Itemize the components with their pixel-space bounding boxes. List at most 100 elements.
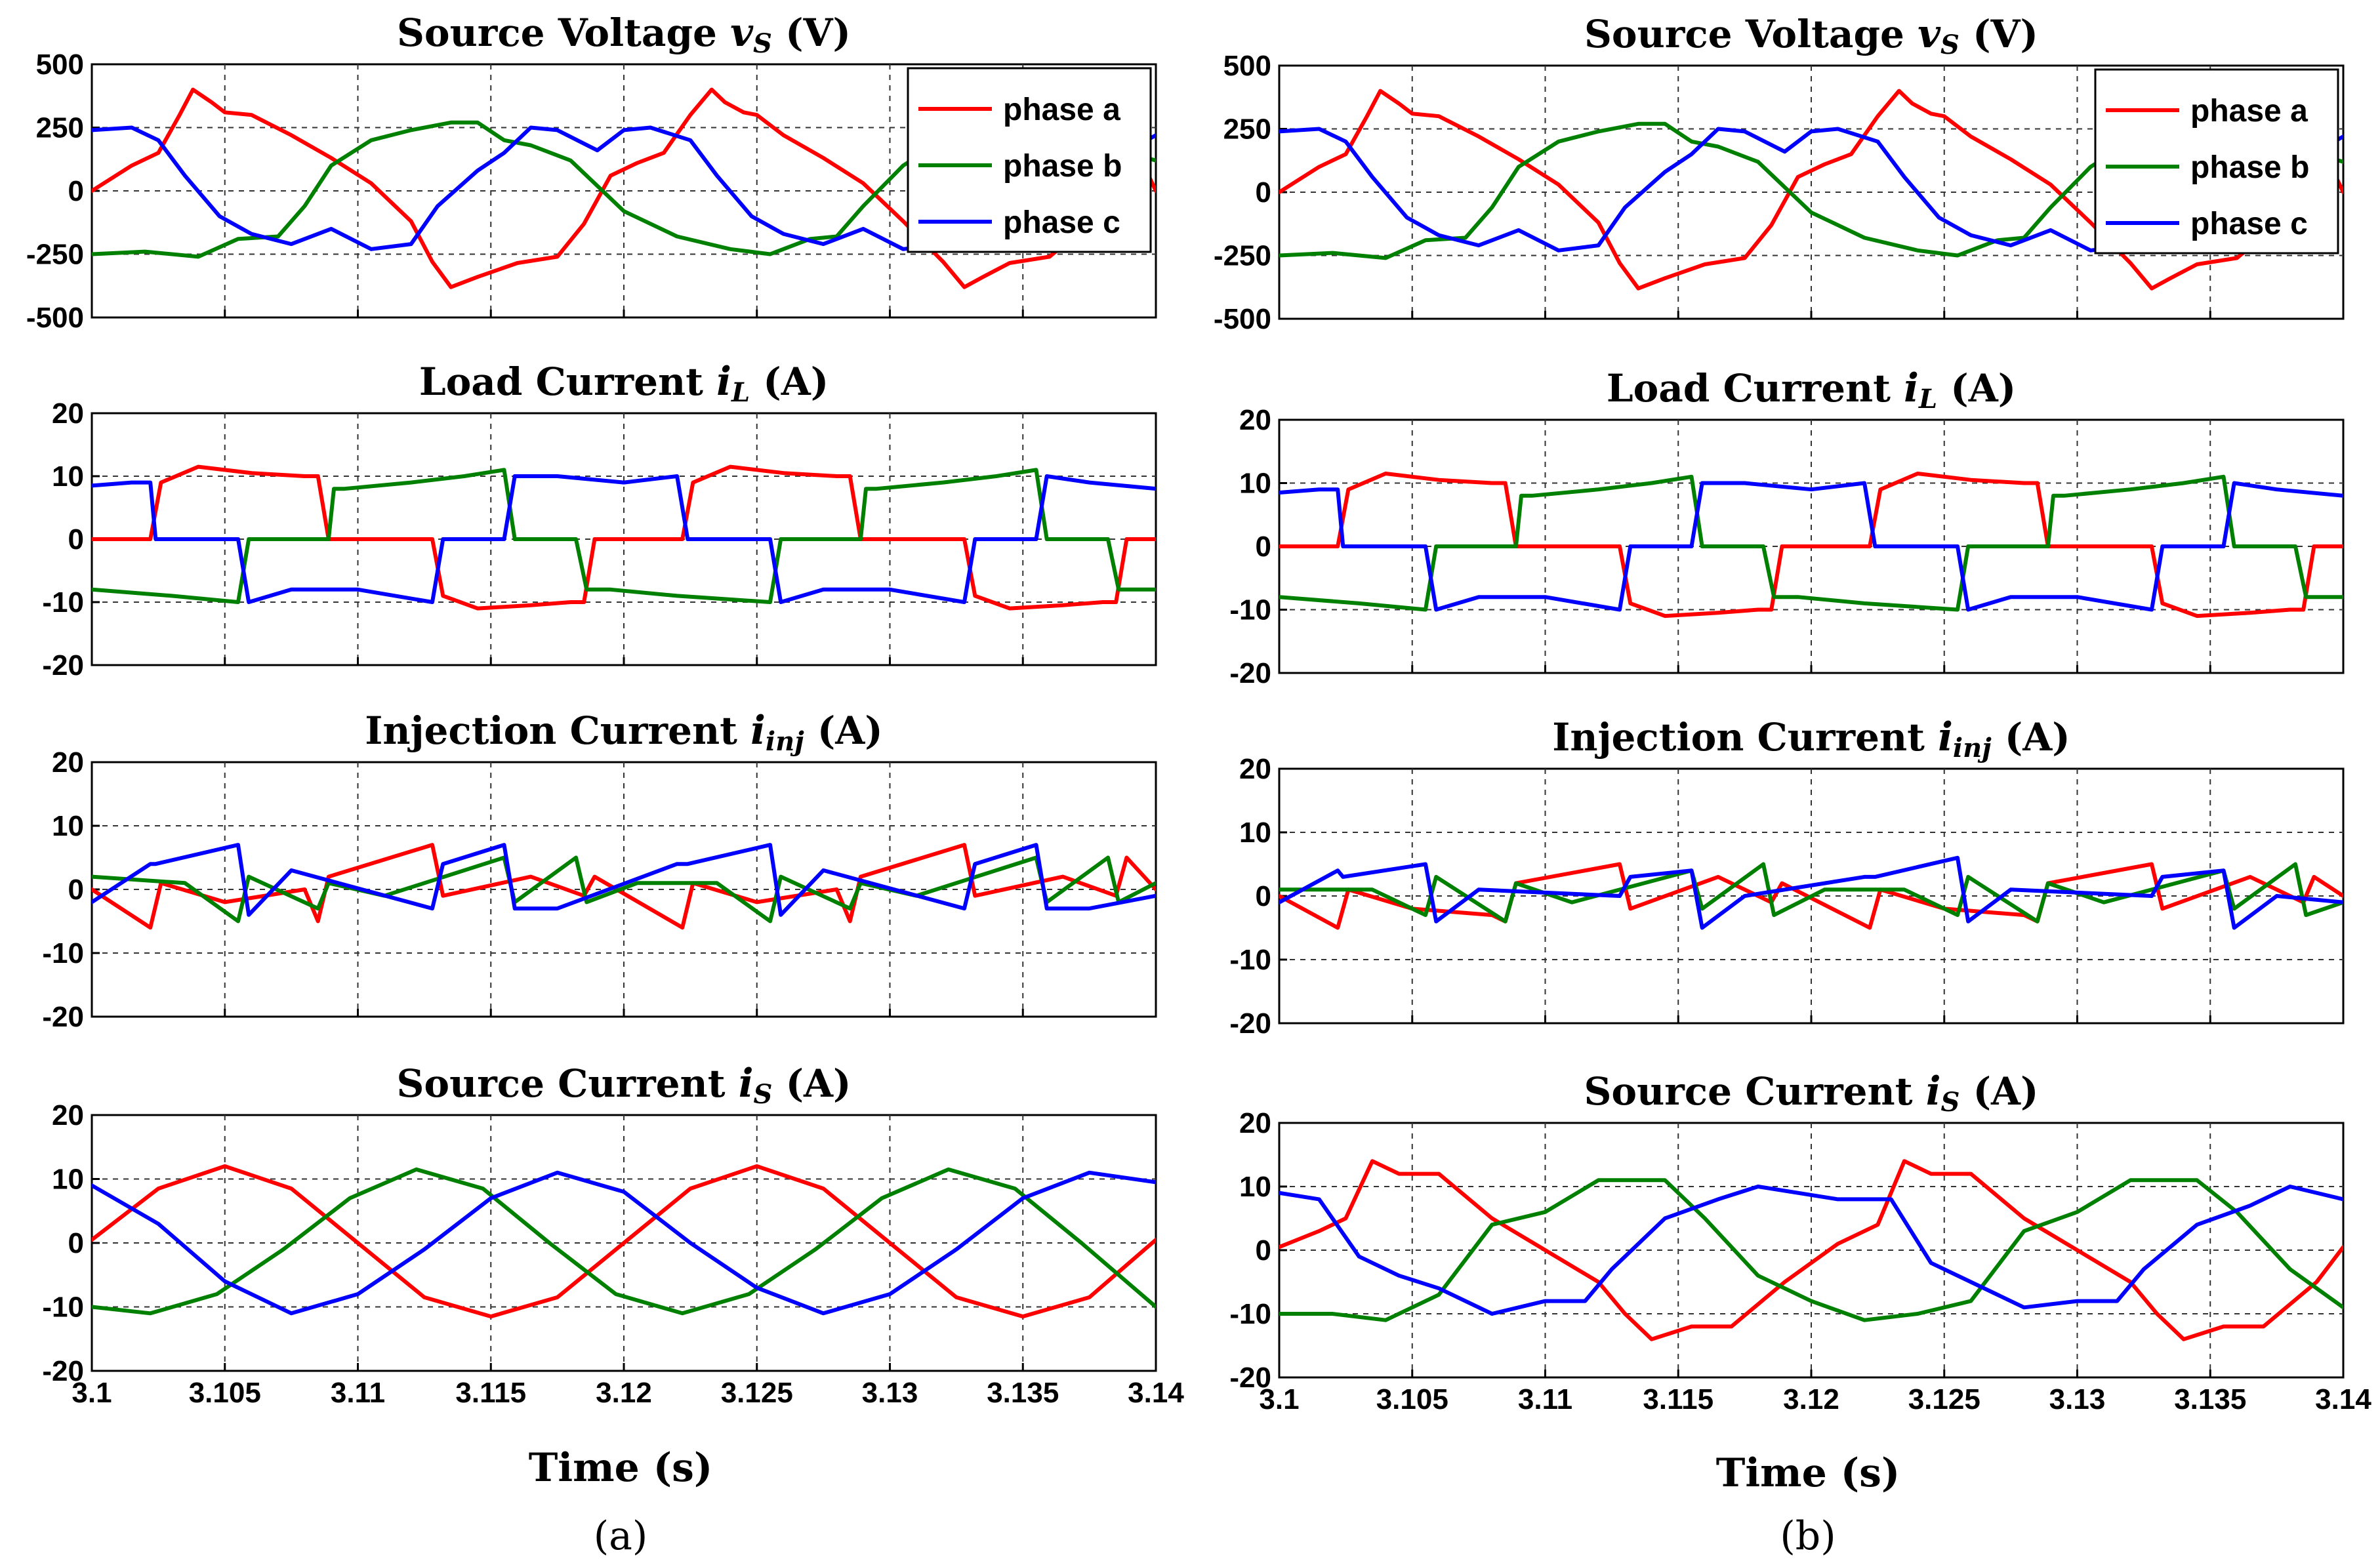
series-line-phase-a [1279, 472, 2343, 619]
title-variable: v [730, 10, 754, 56]
series-line-phase-a [92, 1164, 1156, 1319]
y-tick-label: -20 [42, 649, 84, 681]
chart-b-il: -20 -10 0 10 20 Load Current iL (A) [1229, 365, 2345, 689]
chart-title: Injection Current iinj (A) [1552, 714, 2070, 763]
legend-label: phase a [2190, 94, 2308, 129]
y-tick-label: -10 [42, 937, 84, 969]
y-tick-label: 0 [1256, 880, 1271, 912]
series-line-phase-a [92, 464, 1156, 611]
x-tick-label: 3.135 [2174, 1383, 2246, 1415]
y-tick-label: -10 [1229, 944, 1271, 976]
x-tick-label: 3.1 [1259, 1383, 1299, 1415]
x-tick-label: 3.14 [2315, 1383, 2371, 1415]
y-tick-label: -20 [42, 1001, 84, 1033]
series-group [92, 843, 1156, 930]
title-main: Load Current [1607, 366, 1904, 411]
series-group [92, 464, 1156, 611]
legend-label: phase b [1003, 149, 1122, 184]
x-tick-label: 3.11 [331, 1377, 385, 1409]
series-group [92, 1164, 1156, 1319]
x-tick-label: 3.135 [987, 1377, 1059, 1409]
title-main: Load Current [419, 359, 716, 404]
title-variable: v [1918, 11, 1941, 57]
x-tick-label: 3.105 [189, 1377, 261, 1409]
x-tick-label: 3.13 [862, 1377, 918, 1409]
chart-title: Source Voltage vS (V) [1584, 11, 2038, 60]
y-tick-label: 0 [1256, 1234, 1271, 1267]
y-tick-label: 20 [1239, 1107, 1271, 1139]
title-variable: i [1904, 365, 1919, 411]
title-main: Source Voltage [1584, 12, 1918, 56]
title-main: Injection Current [365, 708, 750, 753]
legend: phase a phase b phase c [907, 67, 1152, 253]
panel-label-a: (a) [594, 1513, 648, 1559]
y-tick-label: 0 [68, 523, 84, 556]
chart-title: Source Current iS (A) [1584, 1068, 2039, 1118]
y-tick-label: 20 [1239, 753, 1271, 785]
y-tick-label: 10 [52, 1164, 84, 1196]
series-line-phase-a [1279, 89, 2343, 291]
chart-title: Load Current iL (A) [1607, 365, 2016, 415]
series-line-phase-c [1279, 855, 2343, 930]
title-variable: i [1926, 1068, 1941, 1114]
title-main: Source Current [397, 1061, 739, 1106]
y-tick-label: -10 [1229, 1298, 1271, 1330]
title-subscript: L [1918, 384, 1937, 415]
title-subscript: inj [1953, 733, 1992, 763]
series-line-phase-b [92, 468, 1156, 604]
y-tick-label: -500 [26, 302, 84, 334]
x-axis-label-a: Time (s) [529, 1445, 713, 1491]
y-tick-label: 500 [1223, 50, 1271, 82]
series-line-phase-a [1279, 1159, 2343, 1341]
panel-label-b: (b) [1780, 1513, 1836, 1559]
y-tick-label: -10 [1229, 594, 1271, 626]
title-unit: (V) [772, 10, 851, 55]
title-variable: i [739, 1061, 754, 1107]
series-line-phase-c [1279, 1185, 2343, 1316]
y-tick-label: 10 [52, 810, 84, 842]
y-tick-label: 20 [52, 746, 84, 779]
title-subscript: L [731, 377, 750, 408]
y-tick-label: 10 [52, 460, 84, 493]
title-subscript: S [1940, 30, 1959, 60]
series-group [1279, 855, 2343, 930]
title-unit: (A) [804, 708, 883, 753]
y-tick-label: 10 [1239, 468, 1271, 500]
legend-label: phase b [2190, 150, 2309, 185]
title-unit: (A) [1937, 366, 2016, 411]
y-tick-label: 0 [1256, 176, 1271, 209]
title-subscript: S [754, 1079, 773, 1110]
y-tick-label: 250 [36, 112, 84, 144]
chart-title: Source Current iS (A) [397, 1061, 851, 1110]
chart-a-vs: -500 -250 0 250 500 Source Voltage vS (V) phas… [26, 10, 1157, 334]
chart-title: Injection Current iinj (A) [365, 708, 883, 757]
series-group [1279, 472, 2343, 619]
y-tick-label: -20 [1229, 1362, 1271, 1394]
x-tick-label: 3.1 [72, 1377, 112, 1409]
y-tick-label: -10 [42, 1291, 84, 1324]
chart-a-is: -20 -10 0 10 20 3.1 3.105 3.11 3.115 3.12 3.125 3.1… [42, 1061, 1184, 1409]
series-line-phase-c [92, 1170, 1156, 1316]
title-variable: i [716, 359, 731, 405]
chart-b-vs: -500 -250 0 250 500 Source Voltage vS (V) phas… [1214, 11, 2345, 335]
y-tick-label: 10 [1239, 1171, 1271, 1203]
y-tick-label: -20 [42, 1355, 84, 1387]
title-main: Source Voltage [397, 10, 730, 55]
x-tick-label: 3.11 [1518, 1383, 1572, 1415]
series-line-phase-c [92, 843, 1156, 917]
x-tick-label: 3.125 [1908, 1383, 1980, 1415]
y-tick-label: -20 [1229, 1007, 1271, 1040]
y-tick-label: 0 [1256, 531, 1271, 563]
legend-label: phase a [1003, 92, 1120, 127]
title-variable: i [1938, 714, 1953, 760]
y-tick-label: 0 [68, 175, 84, 207]
x-tick-label: 3.12 [596, 1377, 652, 1409]
legend: phase a phase b phase c [2094, 68, 2339, 254]
series-line-phase-a [92, 843, 1156, 930]
title-unit: (A) [1959, 1069, 2038, 1114]
title-subscript: S [1941, 1087, 1960, 1118]
y-tick-label: 20 [1239, 404, 1271, 436]
x-axis-label-b: Time (s) [1716, 1450, 1900, 1496]
chart-title: Load Current iL (A) [419, 359, 829, 408]
series-line-phase-b [1279, 1178, 2343, 1322]
